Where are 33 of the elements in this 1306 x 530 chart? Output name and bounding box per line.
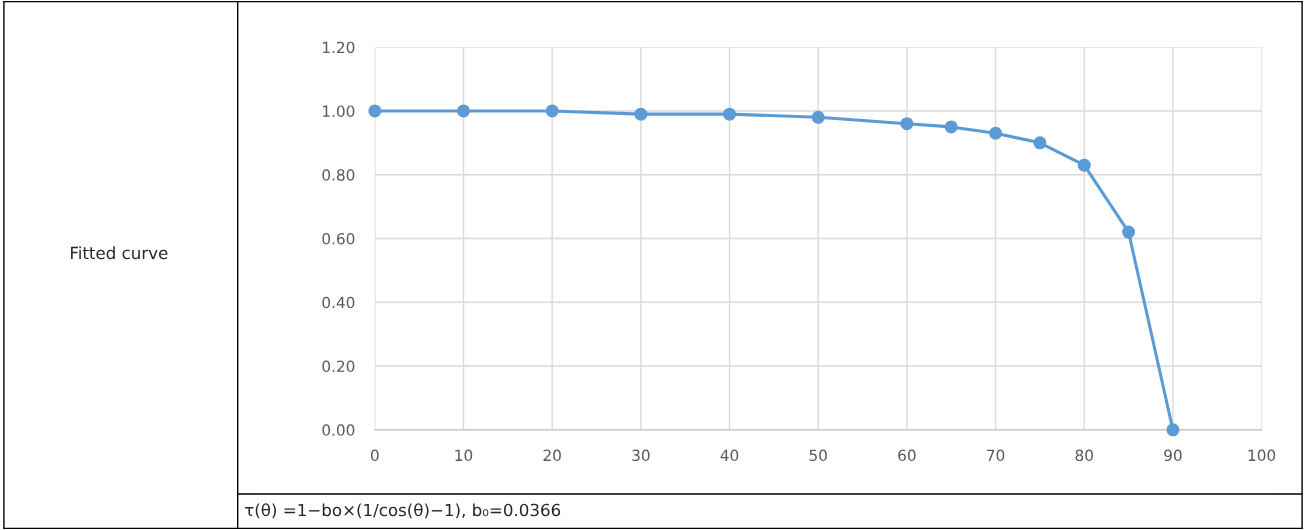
x-tick-label: 70 — [987, 449, 1005, 462]
point — [944, 120, 958, 134]
y-tick-label: 1.00 — [323, 105, 355, 117]
point — [900, 117, 914, 131]
point — [368, 104, 382, 118]
x-tick-label: 80 — [1075, 449, 1093, 462]
y-tick-label: 0.00 — [322, 424, 355, 436]
x-tick-label: 100 — [1248, 449, 1276, 462]
y-tick-label: 0.20 — [322, 360, 355, 373]
point — [1033, 136, 1047, 150]
x-tick-label: 10 — [455, 449, 473, 462]
y-tick-label: 0.80 — [322, 169, 355, 181]
point — [1122, 225, 1136, 239]
x-tick-label: 20 — [543, 449, 561, 462]
y-tick-label: 0.60 — [322, 232, 355, 245]
x-tick-label: 0 — [370, 449, 379, 462]
y-tick-label: 1.20 — [323, 41, 355, 54]
point — [989, 126, 1003, 140]
point — [723, 107, 737, 121]
x-tick-label: 30 — [632, 449, 650, 462]
text: Fitted curve — [71, 246, 168, 260]
point — [811, 110, 825, 124]
point — [545, 104, 559, 118]
x-tick-label: 40 — [720, 449, 739, 462]
x-tick-label: 50 — [809, 449, 827, 462]
point — [1077, 158, 1091, 172]
y-tick-label: 0.40 — [322, 296, 355, 309]
x-tick-label: 90 — [1164, 449, 1182, 462]
text: τ(θ) =1−bo×(1/cos(θ)−1), b₀=0.0366 — [245, 503, 561, 519]
x-tick-label: 60 — [898, 449, 916, 462]
point — [634, 107, 648, 121]
point — [1166, 423, 1180, 437]
point — [456, 104, 471, 118]
